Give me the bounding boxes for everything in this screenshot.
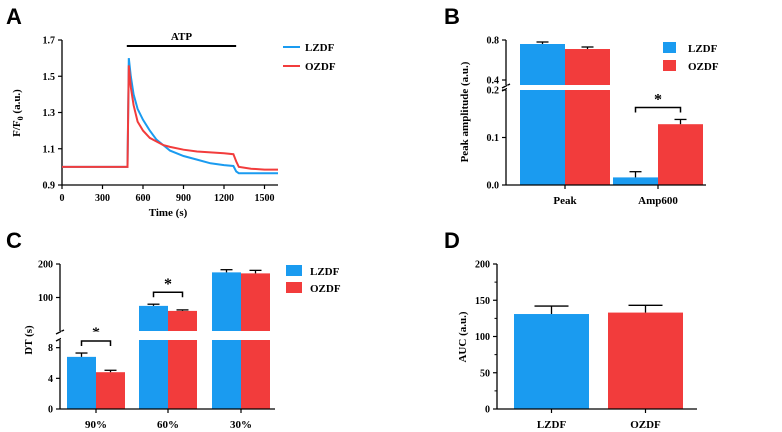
y-tick-label: 100 xyxy=(38,293,53,304)
bar-ozdf xyxy=(608,312,683,409)
bar-ozdf-amp600 xyxy=(658,124,703,185)
y-tick-label: 150 xyxy=(475,296,490,307)
y-tick-label: 1.3 xyxy=(43,108,56,119)
x-tick-label: 600 xyxy=(136,193,151,204)
legend-label-ozdf: OZDF xyxy=(688,61,719,73)
panel-letter-d: D xyxy=(444,228,460,253)
y-tick-label: 200 xyxy=(475,260,490,271)
legend-label-lzdf: LZDF xyxy=(305,42,335,54)
significance-star: * xyxy=(654,91,662,108)
bar-lzdf-peak-upper xyxy=(520,44,565,85)
panel-a-x-title: Time (s) xyxy=(149,207,188,219)
panel-c-legend: LZDF OZDF xyxy=(286,265,341,295)
series-line-lzdf xyxy=(62,57,278,175)
panel-letter-a: A xyxy=(6,4,22,29)
y-tick-label: 200 xyxy=(38,260,53,271)
atp-label: ATP xyxy=(171,31,192,43)
y-tick-label: 1.5 xyxy=(43,72,56,83)
category-label-peak: Peak xyxy=(553,195,577,207)
panel-letter-b: B xyxy=(444,4,460,29)
bar-lzdf-90pct xyxy=(67,356,96,409)
y-tick-label: 1.7 xyxy=(43,36,56,47)
legend-label-lzdf: LZDF xyxy=(688,43,718,55)
x-tick-label: 1200 xyxy=(214,193,234,204)
bar-ozdf-30pct-lower xyxy=(241,340,270,409)
legend-label-ozdf: OZDF xyxy=(305,61,336,73)
y-tick-label: 0 xyxy=(48,405,53,416)
y-tick-label: 0.9 xyxy=(43,181,56,192)
bar-ozdf-90pct xyxy=(96,372,125,409)
y-tick-label: 0.4 xyxy=(487,76,500,87)
x-tick-label: 900 xyxy=(176,193,191,204)
panel-d-y-title: AUC (a.u.) xyxy=(457,311,469,362)
axis-break-mark xyxy=(501,83,511,89)
bar-ozdf-peak-lower xyxy=(565,90,610,185)
bar-lzdf xyxy=(514,314,589,409)
bar-lzdf-30pct-upper xyxy=(212,272,241,331)
panel-b-y-title: Peak amplitude (a.u.) xyxy=(459,61,471,162)
category-label-lzdf: LZDF xyxy=(537,419,567,431)
y-tick-label: 0.1 xyxy=(487,133,500,144)
bar-ozdf-60pct-lower xyxy=(168,340,197,409)
series-line-ozdf xyxy=(62,65,278,171)
x-tick-label: 1500 xyxy=(255,193,275,204)
bar-lzdf-amp600 xyxy=(613,177,658,185)
bar-ozdf-30pct-upper xyxy=(241,273,270,331)
category-label-60pct: 60% xyxy=(157,419,179,431)
bar-lzdf-30pct-lower xyxy=(212,340,241,409)
bar-lzdf-60pct-lower xyxy=(139,340,168,409)
y-tick-label: 50 xyxy=(480,368,490,379)
bar-ozdf-60pct-upper xyxy=(168,310,197,331)
panel-letter-c: C xyxy=(6,228,22,253)
category-label-90pct: 90% xyxy=(85,419,107,431)
significance-bracket xyxy=(80,340,112,347)
y-tick-label: 1.1 xyxy=(43,144,56,155)
bar-lzdf-60pct-upper xyxy=(139,305,168,331)
panel-a-legend: LZDF OZDF xyxy=(283,42,336,73)
y-tick-label: 0.0 xyxy=(487,181,500,192)
legend-swatch-ozdf xyxy=(286,282,302,293)
axis-break-gap xyxy=(507,85,706,90)
panel-a-y-title: F/F0 (a.u.) xyxy=(11,89,25,137)
significance-star: * xyxy=(164,276,172,293)
significance-bracket xyxy=(634,106,682,113)
legend-label-ozdf: OZDF xyxy=(310,283,341,295)
category-label-ozdf: OZDF xyxy=(630,419,661,431)
y-tick-label: 0.2 xyxy=(487,86,500,97)
legend-swatch-lzdf xyxy=(663,42,676,53)
y-tick-label: 100 xyxy=(475,332,490,343)
x-tick-label: 300 xyxy=(95,193,110,204)
bar-lzdf-peak-lower xyxy=(520,90,565,185)
panel-b-legend: LZDF OZDF xyxy=(663,42,719,73)
y-tick-label: 0 xyxy=(485,405,490,416)
category-label-amp600: Amp600 xyxy=(638,195,678,207)
significance-bracket xyxy=(152,291,184,298)
category-label-30pct: 30% xyxy=(230,419,252,431)
legend-swatch-lzdf xyxy=(286,265,302,276)
legend-swatch-ozdf xyxy=(663,60,676,71)
y-tick-label: 4 xyxy=(48,374,53,385)
axis-break-mark xyxy=(55,329,65,335)
panel-d: D AUC (a.u.) LZDF OZDF 0 50 100 150 200 xyxy=(444,228,697,431)
panel-c-y-title: DT (s) xyxy=(23,325,35,355)
y-tick-label: 8 xyxy=(48,343,53,354)
panel-a: A 0 300 600 900 1200 1500 0.9 1.1 1.3 1.5 1.7 Time… xyxy=(6,4,336,219)
x-tick-label: 0 xyxy=(60,193,65,204)
panel-b: B Peak amplitude (a.u.) * Peak Amp600 0.0 0… xyxy=(444,4,719,207)
axis-break-gap xyxy=(61,331,275,340)
y-tick-label: 0.8 xyxy=(487,36,500,47)
bar-ozdf-peak-upper xyxy=(565,49,610,85)
legend-label-lzdf: LZDF xyxy=(310,266,340,278)
